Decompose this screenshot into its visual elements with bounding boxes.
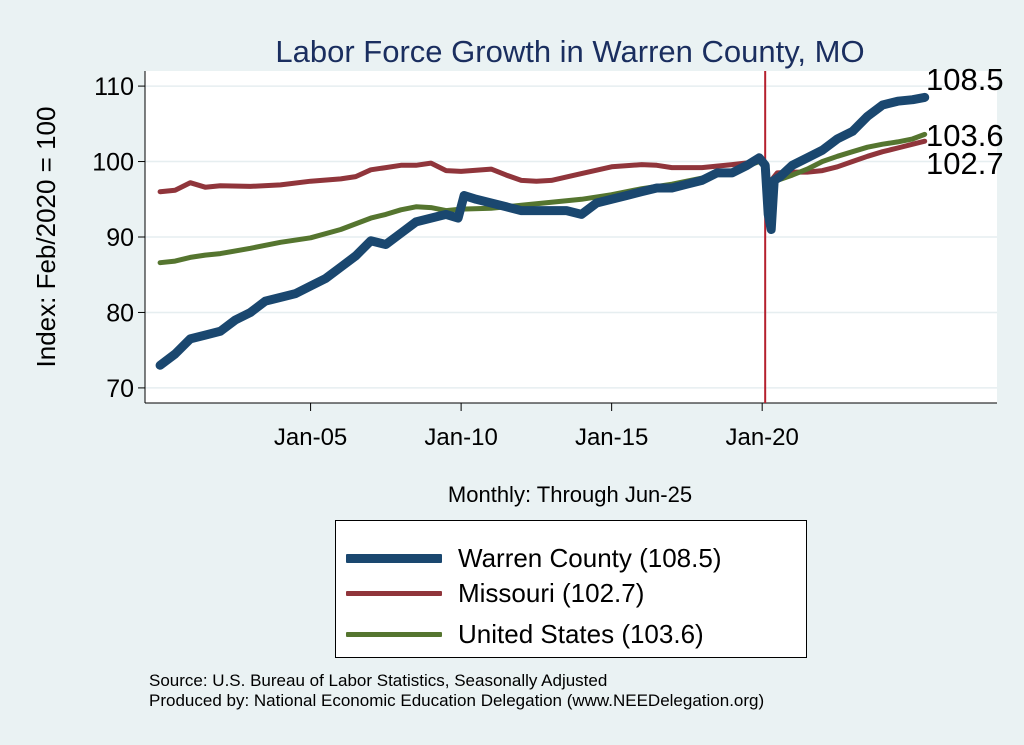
y-axis-label: Index: Feb/2020 = 100: [31, 107, 61, 368]
y-tick-label: 80: [106, 299, 134, 327]
legend-label-missouri: Missouri (102.7): [458, 578, 645, 608]
united-states-line: [157, 131, 928, 266]
source-line-1: Source: U.S. Bureau of Labor Statistics,…: [149, 671, 608, 690]
x-tick-label: Jan-20: [725, 424, 798, 451]
source-line-2: Produced by: National Economic Education…: [149, 691, 765, 710]
end-label-warren: 108.5: [926, 62, 1004, 97]
chart-title: Labor Force Growth in Warren County, MO: [275, 34, 864, 69]
missouri-line: [157, 138, 928, 195]
end-label-missouri: 102.7: [926, 146, 1004, 181]
y-tick-label: 100: [92, 149, 134, 177]
warren-county-line: [155, 92, 930, 370]
end-label-us: 103.6: [926, 118, 1004, 153]
legend: Warren County (108.5) Missouri (102.7) U…: [335, 520, 807, 658]
x-tick-label: Jan-15: [575, 424, 648, 451]
legend-label-us: United States (103.6): [458, 619, 704, 649]
source-note: Source: U.S. Bureau of Labor Statistics,…: [149, 671, 764, 711]
y-tick-label: 90: [106, 224, 134, 252]
y-tick-label: 70: [106, 375, 134, 403]
legend-swatch-missouri: [346, 591, 442, 596]
y-tick-label: 110: [94, 73, 134, 101]
x-tick-label: Jan-05: [274, 424, 347, 451]
legend-label-warren: Warren County (108.5): [458, 543, 722, 573]
legend-swatch-us: [346, 632, 442, 637]
x-axis-label: Monthly: Through Jun-25: [448, 482, 692, 507]
x-tick-label: Jan-10: [424, 424, 497, 451]
legend-swatch-warren: [346, 554, 442, 563]
